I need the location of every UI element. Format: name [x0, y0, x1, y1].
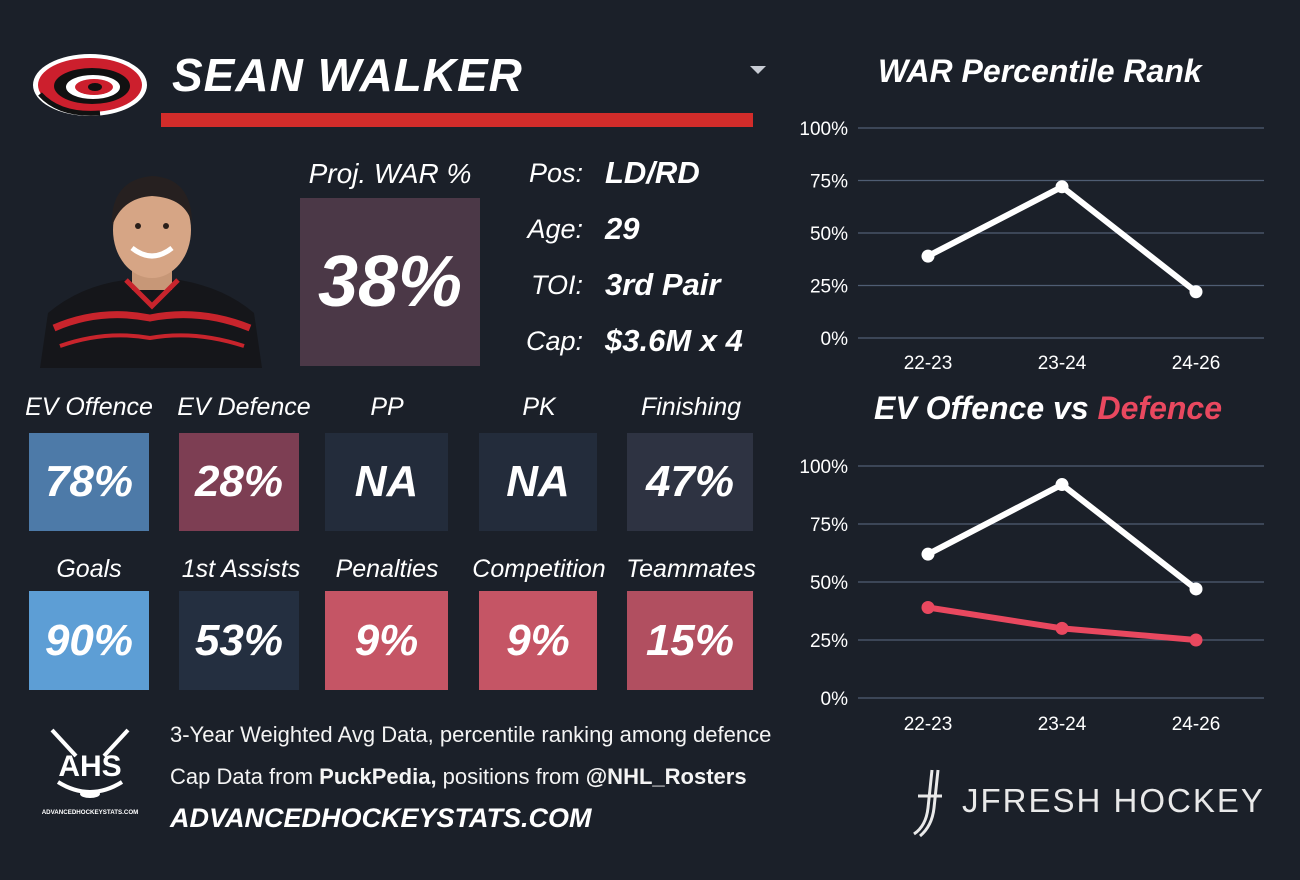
- footer-line2-handle[interactable]: @NHL_Rosters: [585, 764, 747, 789]
- footer-line2-prefix: Cap Data from: [170, 764, 320, 789]
- proj-war-label: Proj. WAR %: [308, 158, 472, 189]
- chart1-svg: 100% 75% 50% 25% 0% 22-23 23-24 24-26: [799, 119, 1264, 374]
- chart2-series-1-point: [921, 601, 935, 615]
- chart1-xtick: 23-24: [1038, 353, 1087, 374]
- tile-label-pk: PK: [522, 393, 556, 421]
- chart1-ytick: 0%: [821, 329, 849, 350]
- tile-label-teammates: Teammates: [626, 555, 756, 583]
- chart1-xtick: 22-23: [904, 353, 953, 374]
- tile-penalties: 9%: [325, 591, 448, 690]
- tile-pk: NA: [479, 433, 597, 531]
- tile-teammates: 15%: [627, 591, 753, 690]
- chart2-ytick: 100%: [799, 457, 848, 478]
- info-label-toi: TOI:: [530, 270, 583, 300]
- proj-war-value: 38%: [300, 198, 480, 366]
- chart2-ytick: 75%: [810, 515, 848, 536]
- footer-note-line1: 3-Year Weighted Avg Data, percentile ran…: [170, 722, 772, 747]
- info-value-pos: LD/RD: [605, 155, 700, 190]
- info-value-cap: $3.6M x 4: [605, 323, 743, 358]
- chart2-title-part2: Defence: [1097, 390, 1223, 426]
- chart1-title: WAR Percentile Rank: [878, 53, 1202, 89]
- chart2-title-part1: EV Offence vs: [874, 390, 1098, 426]
- chart1-xtick: 24-26: [1172, 353, 1221, 374]
- player-headshot-icon: [40, 176, 262, 368]
- tile-label-1st-assists: 1st Assists: [181, 555, 301, 583]
- jfresh-brand-text: JFRESH HOCKEY: [962, 782, 1265, 819]
- info-value-toi: 3rd Pair: [605, 267, 721, 302]
- ahs-logo-text: AHS: [58, 750, 121, 783]
- chart2-series-0-point: [1055, 478, 1069, 492]
- chart1-series-0-line: [925, 183, 1199, 295]
- tile-label-penalties: Penalties: [335, 555, 439, 583]
- chart1-series-0-point: [921, 249, 935, 263]
- chart1-ytick: 50%: [810, 224, 848, 245]
- info-label-cap: Cap:: [525, 326, 583, 356]
- chart2-svg: 100% 75% 50% 25% 0% 22-23 23-24 24-26: [799, 457, 1264, 735]
- chart2-xtick: 24-26: [1172, 714, 1221, 735]
- chart1-ytick: 25%: [810, 277, 848, 298]
- tile-label-pp: PP: [370, 393, 404, 421]
- footer-note-line2: Cap Data from PuckPedia, positions from …: [170, 764, 747, 790]
- chart1-ytick: 75%: [810, 172, 848, 193]
- chart1-series-0-point: [1055, 180, 1069, 194]
- chart2-series-0-line: [925, 481, 1199, 592]
- footer-line2-mid: positions from: [436, 764, 586, 789]
- tile-label-ev-offence: EV Offence: [25, 393, 153, 421]
- info-value-age: 29: [605, 211, 640, 246]
- tile-ev-defence: 28%: [179, 433, 299, 531]
- chart2-xtick: 23-24: [1038, 714, 1087, 735]
- chart2-series-1-point: [1189, 633, 1203, 647]
- player-name: SEAN WALKER: [172, 49, 523, 101]
- info-label-pos: Pos:: [528, 158, 583, 188]
- tile-label-competition: Competition: [472, 555, 606, 583]
- info-label-age: Age:: [527, 214, 583, 244]
- chart1-ytick: 100%: [799, 119, 848, 140]
- tile-1st-assists: 53%: [179, 591, 299, 690]
- tile-finishing: 47%: [627, 433, 753, 531]
- footer-line2-source[interactable]: PuckPedia,: [319, 764, 437, 789]
- tile-competition: 9%: [479, 591, 597, 690]
- chart2-ytick: 25%: [810, 631, 848, 652]
- tile-label-ev-defence: EV Defence: [177, 393, 311, 421]
- chart2-title: EV Offence vs Defence: [874, 390, 1222, 427]
- chart2-series-1-point: [1055, 621, 1069, 635]
- chart2-ytick: 0%: [821, 689, 849, 710]
- ahs-logo-icon: AHS ADVANCEDHOCKEYSTATS.COM: [42, 728, 139, 816]
- site-url-link[interactable]: ADVANCEDHOCKEYSTATS.COM: [170, 803, 592, 833]
- tile-ev-offence: 78%: [29, 433, 149, 531]
- chart1-series-0-point: [1189, 285, 1203, 299]
- hurricanes-logo-icon: [33, 54, 147, 116]
- jfresh-stick-icon: [913, 769, 942, 838]
- tile-label-goals: Goals: [56, 555, 122, 583]
- tile-label-finishing: Finishing: [640, 393, 742, 421]
- tile-pp: NA: [325, 433, 448, 531]
- ahs-logo-subtext: ADVANCEDHOCKEYSTATS.COM: [42, 809, 139, 816]
- tile-goals: 90%: [29, 591, 149, 690]
- chart2-series-0-point: [921, 547, 935, 561]
- caret-down-icon[interactable]: [750, 66, 766, 74]
- name-underline-bar: [161, 113, 753, 127]
- chart2-series-0-point: [1189, 582, 1203, 596]
- chart2-ytick: 50%: [810, 573, 848, 594]
- chart2-xtick: 22-23: [904, 714, 953, 735]
